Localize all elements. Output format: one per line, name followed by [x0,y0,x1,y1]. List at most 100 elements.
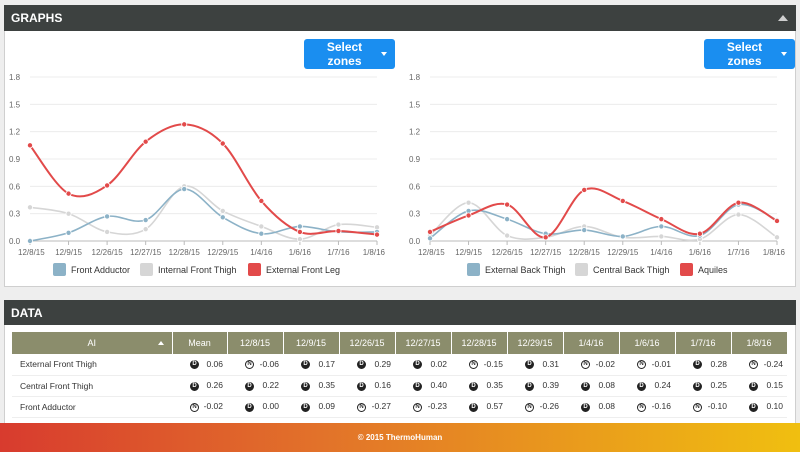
column-header[interactable]: 12/29/15 [507,332,564,354]
table-cell: D 0.17 [283,354,339,376]
table-cell: D 0.28 [675,354,731,376]
cell-value: 0.22 [262,380,279,391]
d-badge-icon: D [190,360,199,370]
table-row: External Front Thigh D 0.06 N -0.06 D 0.17 D 0.2… [12,354,787,376]
x-tick-label: 12/29/15 [607,248,639,257]
column-header[interactable]: 12/9/15 [283,332,340,354]
column-header[interactable]: 1/4/16 [563,332,620,354]
row-label: External Front Thigh [12,354,172,376]
data-point [258,230,265,237]
table-cell: D 0.02 [395,354,451,376]
y-tick-label: 1.5 [9,100,21,109]
data-panel-header[interactable]: DATA [4,300,796,325]
legend-swatch [140,263,153,276]
table-cell: D 0.35 [283,375,339,397]
legend-swatch [575,263,588,276]
table-cell: N -0.02 [172,396,227,418]
data-table: AI Mean 12/8/15 12/9/15 12/26/15 12/27/15 12/… [12,332,788,418]
cell-value: -0.02 [595,359,615,370]
column-header[interactable]: 12/26/15 [339,332,396,354]
cell-value: -0.24 [763,359,783,370]
y-tick-label: 0.0 [9,237,21,246]
table-cell: D 0.06 [172,354,227,376]
d-badge-icon: D [581,402,590,412]
column-header[interactable]: 12/28/15 [451,332,508,354]
n-badge-icon: N [581,360,590,370]
column-header[interactable]: 12/27/15 [395,332,452,354]
data-point [142,226,149,233]
table-row: Front Adductor N -0.02 D 0.00 D 0.09 N -0.27 N -0.… [12,396,787,418]
line-chart-svg: 0.0 0.3 0.6 0.9 1.2 1.5 1.8 12/8/15 12/9/15 12/26… [409,73,786,276]
n-badge-icon: N [245,360,254,370]
dropdown-caret-icon [381,52,387,56]
table-cell: D 0.10 [731,396,787,418]
sort-icon[interactable] [157,341,164,345]
n-badge-icon: N [525,402,534,412]
data-point [142,217,149,224]
cell-value: 0.57 [486,401,503,412]
data-point [219,140,226,147]
series-line [29,188,378,242]
cell-value: 0.00 [262,401,279,412]
collapse-caret-icon[interactable] [778,15,788,21]
table-cell: D 0.08 [563,375,619,397]
d-badge-icon: D [357,381,366,391]
table-cell: D 0.09 [283,396,339,418]
chart-back-zones: Select zones 0.0 0.3 0.6 0.9 1.2 1.5 1.8 12/8/1… [405,31,795,287]
graphs-panel-header[interactable]: GRAPHS [4,5,796,31]
data-point [258,197,265,204]
data-point [104,182,111,189]
cell-value: 0.31 [542,359,559,370]
y-tick-label: 0.9 [9,155,21,164]
legend-label: External Front Leg [266,265,340,275]
d-badge-icon: D [693,360,702,370]
y-tick-label: 1.2 [9,128,21,137]
cell-value: 0.16 [374,380,391,391]
select-zones-label: Select zones [326,40,363,68]
table-cell: N -0.24 [731,354,787,376]
d-badge-icon: D [469,381,478,391]
table-cell: N -0.02 [563,354,619,376]
cell-value: 0.08 [598,401,615,412]
cell-value: 0.17 [318,359,335,370]
y-tick-label: 0.3 [9,210,21,219]
data-point [658,223,665,230]
chart-front-zones: Select zones 0.0 0.3 0.6 0.9 1.2 1.5 1.8 12/8/1… [5,31,395,287]
data-point [658,233,665,240]
cell-value: 0.25 [710,380,727,391]
column-header[interactable]: 12/8/15 [227,332,284,354]
column-header[interactable]: 1/6/16 [619,332,676,354]
column-header-label: AI [87,338,96,348]
data-point [65,190,72,197]
data-point [65,229,72,236]
d-badge-icon: D [749,402,758,412]
n-badge-icon: N [637,360,646,370]
y-tick-label: 0.6 [409,182,421,191]
table-cell: D 0.08 [563,396,619,418]
data-point [26,237,33,244]
table-cell: D 0.26 [172,375,227,397]
table-cell: D 0.16 [339,375,395,397]
column-header[interactable]: 1/7/16 [675,332,732,354]
n-badge-icon: N [190,402,199,412]
cell-value: -0.15 [483,359,503,370]
select-zones-button[interactable]: Select zones [304,39,395,69]
x-tick-label: 12/27/15 [130,248,162,257]
x-tick-label: 12/8/15 [18,248,45,257]
n-badge-icon: N [469,360,478,370]
y-tick-label: 0.0 [409,237,421,246]
x-tick-label: 1/6/16 [689,248,712,257]
y-tick-label: 1.5 [409,100,421,109]
x-tick-label: 1/6/16 [289,248,312,257]
x-tick-label: 12/29/15 [207,248,239,257]
y-tick-label: 1.8 [409,73,421,82]
legend-swatch [248,263,261,276]
legend-label: External Back Thigh [485,265,565,275]
column-header[interactable]: Mean [172,332,228,354]
d-badge-icon: D [245,381,254,391]
select-zones-button[interactable]: Select zones [704,39,795,69]
table-cell: D 0.15 [731,375,787,397]
column-header[interactable]: 1/8/16 [731,332,788,354]
column-header-ai[interactable]: AI [12,332,173,354]
footer-copyright: © 2015 ThermoHuman [357,433,443,442]
